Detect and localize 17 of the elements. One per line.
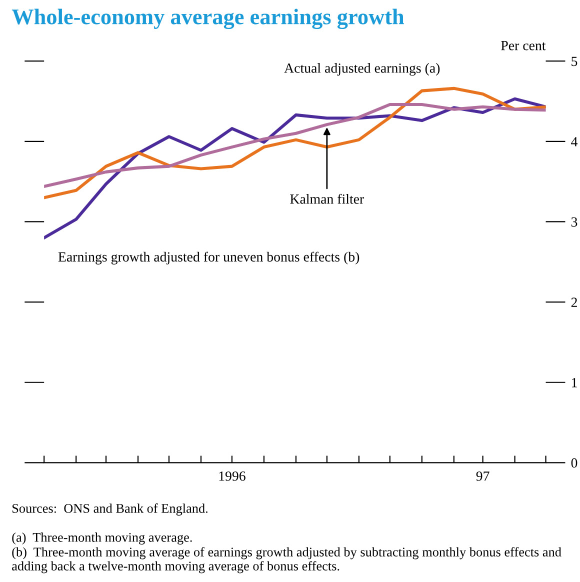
y-tick-label: 5: [572, 56, 578, 66]
x-tick-label: 1996: [219, 471, 246, 481]
x-tick-label: 97: [476, 471, 490, 481]
source-note: Sources: ONS and Bank of England.: [12, 503, 208, 516]
series-label: Earnings growth adjusted for uneven bonus effects (b): [58, 252, 360, 264]
line-series: [44, 102, 546, 188]
text: Kalman filter: [290, 194, 364, 204]
y-tick-label: 2: [571, 298, 577, 307]
y-tick-label: 4: [571, 137, 578, 146]
y-tick-label: 0: [571, 458, 578, 468]
text: (a) Three-month moving average.: [12, 532, 192, 545]
series-label: Actual adjusted earnings (a): [284, 63, 440, 76]
y-tick-label: 3: [571, 217, 578, 227]
y-tick-label: 1: [572, 378, 577, 388]
text: (b) Three-month moving average of earnings growth adjusted by subtracting monthly bonus effects and adding back a twelve-month moving average of bonus effects.: [12, 547, 562, 574]
y-axis-title: Per cent: [501, 41, 546, 50]
chart-title: Whole-economy average earnings growth: [12, 8, 404, 30]
